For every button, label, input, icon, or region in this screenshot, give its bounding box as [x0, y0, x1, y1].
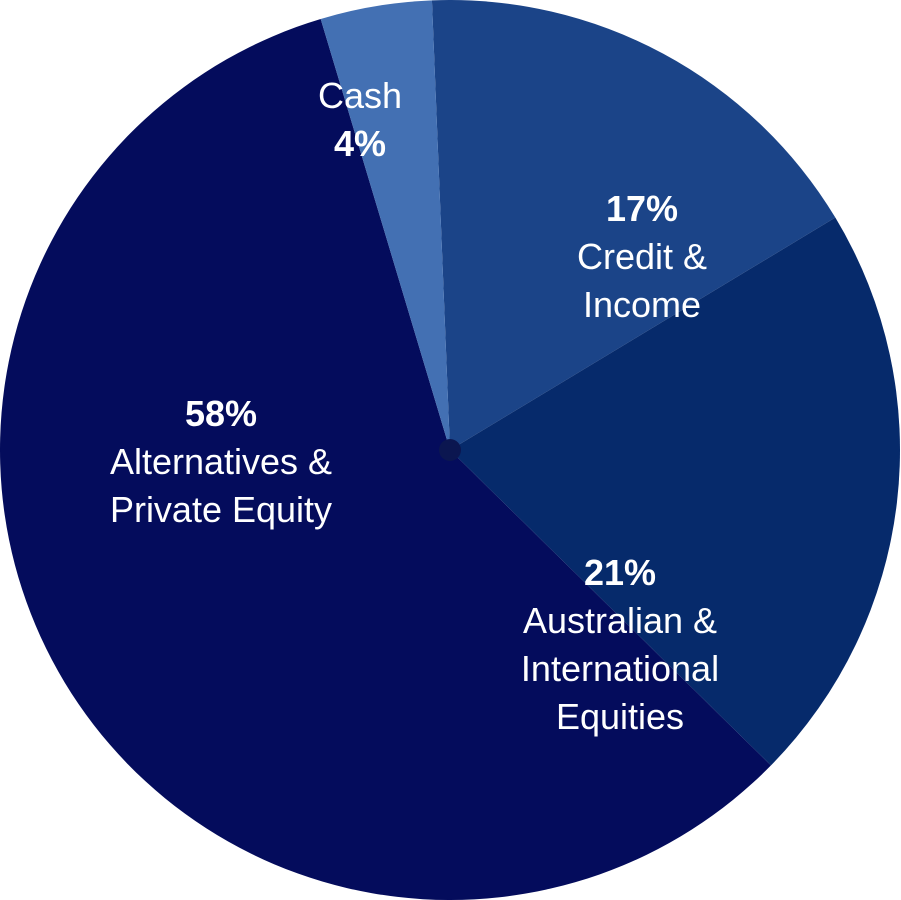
- value-label: 4%: [333, 123, 387, 164]
- pie-slice: [320, 0, 450, 451]
- center-dot: [439, 439, 461, 461]
- slice-label: 21% Australian & International Equities: [490, 549, 750, 741]
- slice-label: 58% Alternatives & Private Equity: [71, 390, 371, 534]
- pie-slice: [450, 217, 901, 766]
- category-label: Cash: [317, 75, 403, 116]
- value-label: 21%: [583, 552, 657, 593]
- slice-label: 17% Credit & Income: [542, 185, 742, 329]
- slice-label: Cash 4%: [300, 72, 420, 168]
- value-label: 58%: [184, 393, 258, 434]
- category-label: Australian & International Equities: [520, 600, 720, 737]
- pie-slice: [0, 18, 771, 900]
- pie-slice: [431, 0, 836, 451]
- category-label: Alternatives & Private Equity: [109, 441, 333, 530]
- category-label: Credit & Income: [576, 236, 708, 325]
- value-label: 17%: [605, 188, 679, 229]
